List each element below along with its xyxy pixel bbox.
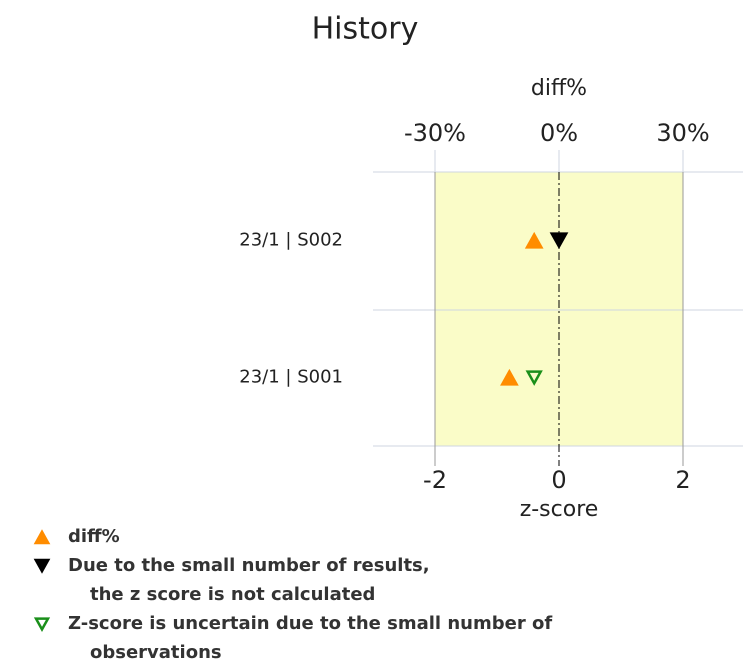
legend-label: Due to the small number of results, [68,555,430,576]
legend-marker [33,617,51,632]
marker [500,368,519,386]
legend-label: observations [90,642,222,663]
category-label: 23/1 | S001 [239,367,343,388]
marker [525,370,543,386]
x-tick-label: 0% [540,119,578,147]
x2-tick-label: 2 [675,466,690,494]
x2-tick-label: 0 [551,466,566,494]
x-tick-label: 30% [656,119,709,147]
marker [524,231,544,249]
legend-marker [33,558,51,574]
legend-label: the z score is not calculated [90,584,375,605]
legend-label: Z-score is uncertain due to the small nu… [68,613,552,634]
x-axis-label: diff% [531,76,587,101]
marker [549,232,569,250]
legend-marker [33,529,51,545]
chart-title: History [312,12,419,47]
x2-axis-label: z-score [520,497,599,522]
shaded-range [435,172,683,446]
category-label: 23/1 | S002 [239,230,343,251]
x-tick-label: -30% [404,119,466,147]
x2-tick-label: -2 [423,466,447,494]
legend-label: diff% [68,526,120,547]
